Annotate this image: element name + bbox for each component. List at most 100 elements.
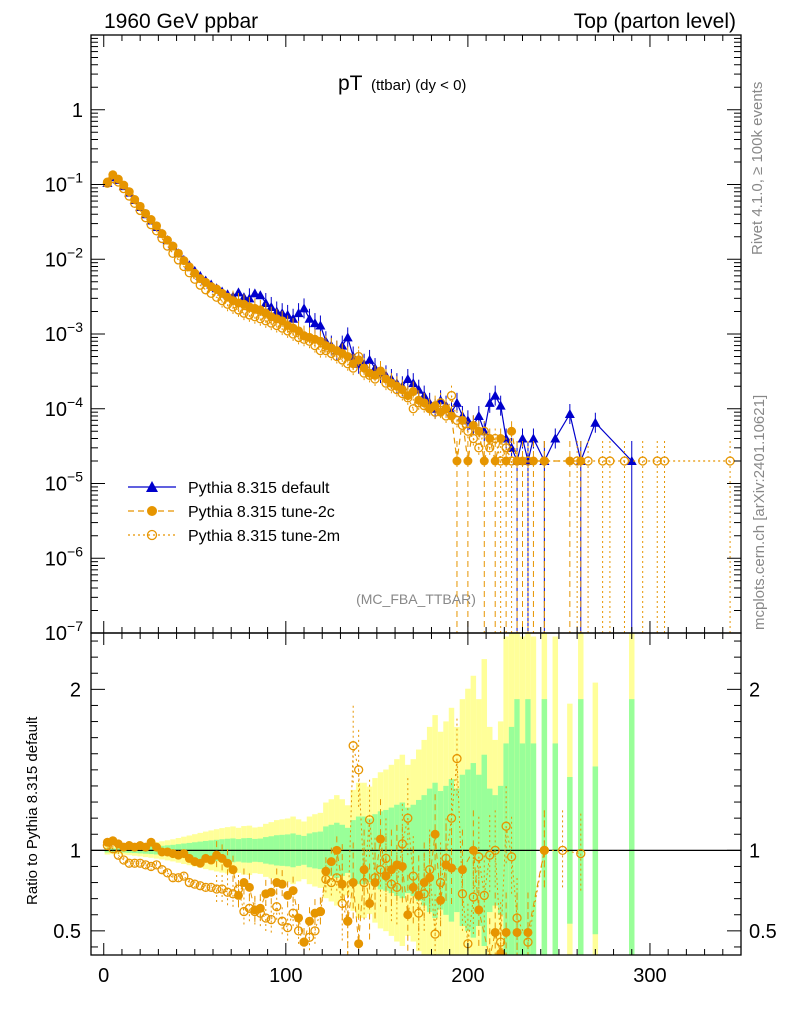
ratio-point [512,927,522,937]
ratio-point [288,886,298,896]
data-point [506,456,517,466]
data-point [222,299,233,309]
legend-marker [147,506,157,516]
data-point [463,426,473,436]
data-point [179,261,189,272]
series-line [106,176,633,464]
data-point [310,340,320,351]
data-point [266,318,276,328]
ratio-point [430,829,440,839]
ratio-band-green [541,699,548,955]
data-point [463,456,473,466]
ratio-point [359,877,369,888]
ratio-point [201,882,211,893]
data-point [528,433,539,443]
data-point [457,420,468,430]
y-tick-label: 10−2 [45,244,83,271]
data-point [484,397,495,407]
ratio-point [326,857,336,867]
data-point [468,433,479,444]
x-tick-label: 300 [633,965,666,987]
ratio-point [244,882,254,892]
x-tick-label: 0 [98,965,109,987]
ratio-point [179,871,189,881]
ratio-panel-plot [91,633,741,955]
x-tick-label: 200 [451,965,484,987]
data-point [375,368,386,378]
chart-title-sub: (ttbar) (dy < 0) [371,77,466,94]
ratio-point [447,863,457,873]
ratio-point [452,753,462,764]
ratio-point [365,898,375,908]
ratio-point [130,858,140,868]
data-point [479,426,489,436]
top-panel-plot [102,170,735,633]
data-point [659,456,670,466]
ratio-point [381,871,391,881]
ratio-y-tick-label: 0.5 [53,921,81,943]
ratio-point [315,906,326,917]
data-point [321,345,331,356]
ratio-point [228,889,238,899]
data-point [583,456,593,466]
ratio-point [457,889,468,899]
ratio-point [233,884,244,894]
data-point [130,198,140,208]
ratio-point [266,914,276,925]
data-point [343,352,353,362]
ratio-point [490,927,500,937]
data-point [490,433,500,444]
ratio-point [446,813,457,823]
ratio-point [501,821,511,831]
ratio-band-green [514,699,520,955]
data-point [507,426,517,436]
ratio-point [490,845,500,855]
ratio-point [474,852,484,862]
ratio-point [310,926,320,936]
ratio-point [479,890,489,901]
ratio-point [299,937,309,947]
legend-marker [146,529,158,541]
data-point [408,404,418,414]
data-point [162,241,173,251]
ratio-point [419,889,429,899]
ratio-point [140,860,151,870]
data-point [255,314,265,324]
data-point [299,334,309,344]
ratio-point [135,858,145,868]
data-point [414,398,424,408]
data-point [430,401,440,411]
data-point [564,409,575,419]
ratio-point [485,850,495,860]
data-point [359,368,369,378]
data-point [501,443,511,453]
data-point [452,456,462,466]
ratio-point [436,895,446,905]
data-point [517,433,528,443]
data-point [473,410,484,420]
ratio-y-tick-label: 1 [70,840,81,862]
ratio-y-tick-label-right: 2 [749,679,760,701]
data-point [441,411,451,421]
ratio-point [348,741,358,751]
ratio-point [211,884,222,894]
data-point [572,456,582,466]
data-point [135,205,145,216]
ratio-point [381,853,391,864]
data-point [348,363,358,373]
analysis-label: (MC_FBA_TTBAR) [356,591,476,607]
ratio-point [343,916,353,926]
ratio-point [277,916,287,926]
data-point [282,326,293,336]
ratio-point [332,873,342,883]
data-point [119,183,129,194]
ratio-point [266,887,276,897]
ratio-band-green [525,699,531,955]
data-point [184,268,194,278]
data-point [495,400,506,410]
ratio-point [468,845,478,855]
x-tick-label: 100 [269,965,302,987]
ratio-point [151,860,162,870]
ratio-point [414,908,424,918]
legend-label: Pythia 8.315 tune-2c [188,504,335,521]
